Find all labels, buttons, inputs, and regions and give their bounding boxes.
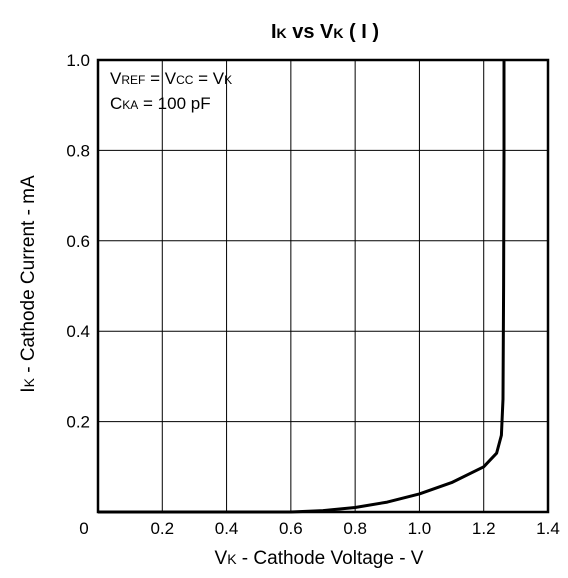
x-tick-label: 0.6 <box>279 519 303 538</box>
annotation-line-1: VREF = VCC = VK <box>110 69 232 88</box>
plot-frame <box>96 58 550 514</box>
y-tick-label: 1.0 <box>66 51 90 70</box>
x-tick-label: 0.2 <box>150 519 174 538</box>
x-axis-ticks: 0 0.2 0.4 0.6 0.8 1.0 1.2 1.4 <box>79 519 560 538</box>
x-tick-label: 1.4 <box>536 519 560 538</box>
series-line-0 <box>98 60 506 514</box>
grid <box>98 60 548 512</box>
x-axis-label: VK - Cathode Voltage - V <box>215 548 424 569</box>
annotation-line-2: CKA = 100 pF <box>110 94 211 113</box>
x-tick-label: 0 <box>79 519 88 538</box>
chart-title: IK vs VK ( I ) <box>271 21 379 43</box>
x-tick-label: 0.4 <box>215 519 239 538</box>
x-tick-label: 0.8 <box>343 519 367 538</box>
y-axis-label: IK - Cathode Current - mA <box>18 175 39 393</box>
x-tick-label: 1.0 <box>408 519 432 538</box>
y-axis-ticks: 0.2 0.4 0.6 0.8 1.0 <box>66 51 90 432</box>
y-tick-label: 0.2 <box>66 413 90 432</box>
y-tick-label: 0.4 <box>66 322 90 341</box>
y-tick-label: 0.8 <box>66 141 90 160</box>
x-tick-label: 1.2 <box>472 519 496 538</box>
conditions-annotation: VREF = VCC = VK CKA = 100 pF <box>110 69 232 113</box>
plot-area <box>98 60 506 514</box>
y-tick-label: 0.6 <box>66 232 90 251</box>
